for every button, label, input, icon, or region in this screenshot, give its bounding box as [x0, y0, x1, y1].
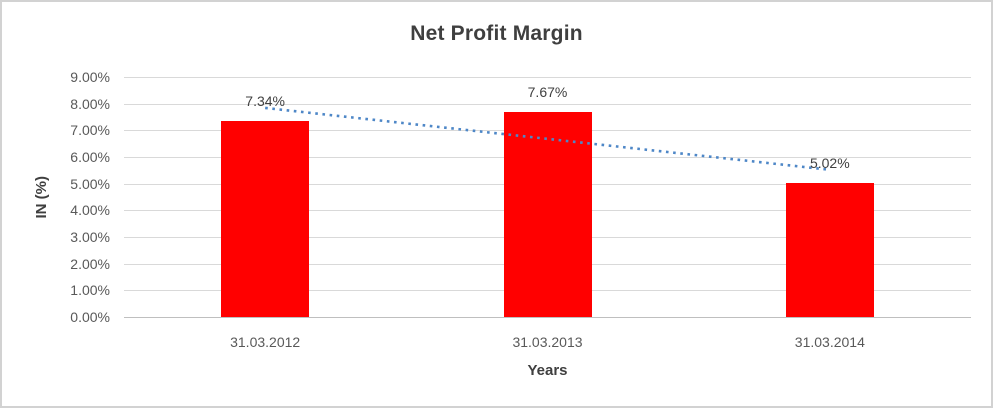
- y-tick-label: 2.00%: [70, 255, 110, 272]
- x-tick-label: 31.03.2012: [230, 334, 301, 350]
- x-axis-line: [124, 317, 971, 318]
- bar-31.03.2013: [503, 112, 592, 317]
- y-tick-label: 4.00%: [70, 202, 110, 219]
- chart-title: Net Profit Margin: [410, 22, 583, 45]
- x-tick-label: 31.03.2013: [512, 334, 583, 350]
- y-tick-label: 6.00%: [70, 149, 110, 165]
- y-axis-title: IN (%): [32, 175, 50, 219]
- bar-31.03.2012: [221, 121, 310, 317]
- y-tick-label: 1.00%: [70, 282, 110, 299]
- gridline: [124, 77, 971, 78]
- data-label: 7.67%: [527, 84, 568, 101]
- gridline: [124, 103, 971, 105]
- data-label: 7.34%: [245, 93, 285, 110]
- bar-31.03.2014: [785, 183, 874, 317]
- y-tick-label: 7.00%: [70, 122, 110, 139]
- x-axis-title: Years: [527, 362, 568, 379]
- y-tick-label: 0.00%: [70, 309, 110, 325]
- y-tick-label: 3.00%: [70, 229, 110, 245]
- y-tick-label: 8.00%: [70, 95, 110, 112]
- x-tick-label: 31.03.2014: [794, 334, 865, 350]
- data-label: 5.02%: [809, 155, 850, 172]
- y-tick-label: 5.00%: [70, 175, 110, 192]
- y-tick-label: 9.00%: [70, 69, 110, 85]
